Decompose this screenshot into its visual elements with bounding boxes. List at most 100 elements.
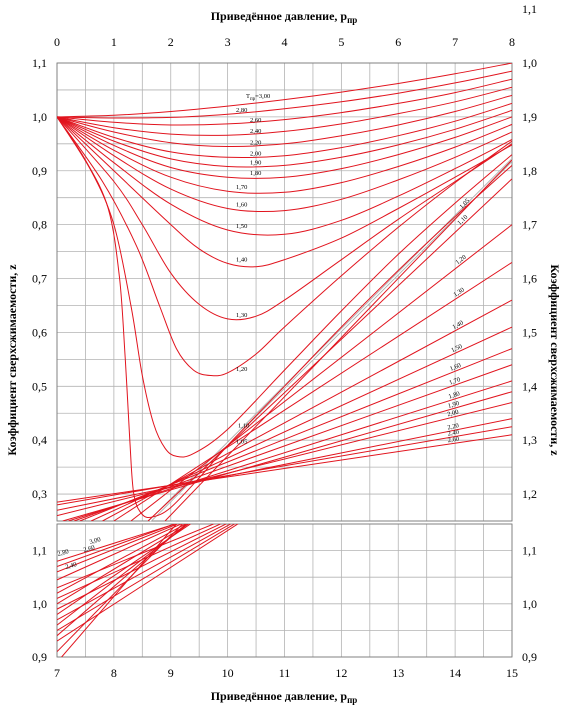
line-tr-1-40 <box>57 524 187 637</box>
curve-label: 2,80 <box>236 107 247 114</box>
curve-label: 1,80 <box>250 170 261 177</box>
bottom-x-tick: 8 <box>111 666 117 680</box>
line-tr-2-20 <box>57 418 512 511</box>
curve-tr-2-40 <box>57 86 512 136</box>
left-y-tick: 0,3 <box>32 487 47 501</box>
left-y-tick: 0,5 <box>32 379 47 393</box>
curve-label: 1,05 <box>458 197 471 210</box>
left-y-tick: 0,7 <box>32 272 47 286</box>
line-tr-1-90 <box>62 391 512 521</box>
curve-tr-1-30 <box>57 116 512 321</box>
curve-label: 1,05 <box>236 439 247 446</box>
left-y-tick: 0,6 <box>32 325 47 339</box>
curve-tr-1-10 <box>57 116 512 458</box>
curve-label: 1,30 <box>236 312 247 319</box>
fan-line <box>57 524 222 599</box>
fan-line <box>57 524 236 631</box>
curve-label: 1,60 <box>236 201 247 208</box>
line-tr-2-20 <box>57 524 187 594</box>
right-y-tick: 1,1 <box>522 2 537 16</box>
right-y-tick: 1,0 <box>522 56 537 70</box>
curve-label: 2,20 <box>447 422 460 431</box>
curve-tr-1-20 <box>57 116 512 377</box>
bottom-x-tick: 9 <box>168 666 174 680</box>
bottom-x-tick: 13 <box>392 666 404 680</box>
top-x-tick: 7 <box>452 35 458 49</box>
line-tr-1-30 <box>113 261 512 521</box>
curve-labels: 2,802,602,402,202,001,901,801,701,601,50… <box>57 107 472 571</box>
bottom-x-tick: 14 <box>449 666 461 680</box>
curve-label: 1,50 <box>450 343 463 354</box>
curve-label: 1,20 <box>454 254 467 267</box>
lower-curve-label: 2,60 <box>83 544 96 554</box>
left-y-tick: 1,1 <box>32 544 47 558</box>
top-x-tick: 6 <box>395 35 401 49</box>
bottom-x-tick: 15 <box>506 666 518 680</box>
lower-curve-label: 3,00 <box>89 536 102 546</box>
line-tr-2-80 <box>57 524 176 568</box>
right-y-tick: 1,3 <box>522 433 537 447</box>
bottom-axis-title: Приведённое давление, pпр <box>211 689 358 705</box>
curve-tr-2-00 <box>57 102 512 159</box>
top-x-tick: 1 <box>111 35 117 49</box>
curve-label: 1,40 <box>236 256 247 263</box>
line-tr-2-40 <box>57 524 183 581</box>
curve-tr-1-50 <box>57 116 512 236</box>
right-y-tick: 1,9 <box>522 110 537 124</box>
curve-label: 1,40 <box>451 319 464 331</box>
right-y-tick: 1,5 <box>522 325 537 339</box>
curve-tr-1-80 <box>57 116 512 179</box>
left-y-tick: 1,0 <box>32 110 47 124</box>
right-y-tick: 1,4 <box>522 379 537 393</box>
curve-label: 1,80 <box>448 390 461 400</box>
tr-label: Tпр=3,00 <box>246 93 270 102</box>
top-x-tick: 3 <box>225 35 231 49</box>
line-tr-1-05 <box>164 159 512 521</box>
left-y-tick: 0,9 <box>32 650 47 664</box>
lower-curve-label: 2,80 <box>57 548 70 558</box>
upper-panel-curves <box>57 63 512 521</box>
lower-curve-label: 2,40 <box>65 561 78 571</box>
line-tr-1-60 <box>57 524 189 626</box>
curve-label: 1,90 <box>250 159 261 166</box>
left-y-tick: 0,4 <box>32 433 47 447</box>
fan-line <box>57 524 239 642</box>
curve-label: 2,60 <box>447 436 459 445</box>
right-y-tick: 1,2 <box>522 487 537 501</box>
curve-label: 1,20 <box>236 366 247 373</box>
curve-label: 2,00 <box>250 150 261 157</box>
curve-label: 2,40 <box>447 429 459 438</box>
line-tr-1-70 <box>73 364 512 521</box>
bottom-x-tick: 7 <box>54 666 60 680</box>
curve-tr-1-90 <box>57 109 512 168</box>
lower-panel-curves <box>57 524 239 657</box>
left-axis-title: Коэффициент сверхсжимаемости, z <box>5 264 19 456</box>
bottom-x-tick: 11 <box>279 666 291 680</box>
fan-line <box>57 524 232 621</box>
curve-label: 1,70 <box>236 184 247 191</box>
top-x-tick: 8 <box>509 35 515 49</box>
curve-tr-1-05 <box>57 116 512 519</box>
curve-tr-2-20 <box>57 94 512 148</box>
curve-label: 1,90 <box>447 400 460 410</box>
top-x-tick: 4 <box>282 35 288 49</box>
curve-tr-1-60 <box>57 116 512 213</box>
fan-line <box>57 524 215 589</box>
curve-label: 1,50 <box>236 223 247 230</box>
bottom-x-tick: 10 <box>222 666 234 680</box>
line-tr-2-60 <box>57 434 512 503</box>
fan-line <box>57 524 228 610</box>
line-tr-2-40 <box>57 426 512 506</box>
right-y-tick: 1,0 <box>522 597 537 611</box>
right-y-tick: 0,9 <box>522 650 537 664</box>
tick-labels: 0 1 2 3 4 5 6 7 87 8 9 10 11 12 13 14 150,30,40,50,60,70… <box>32 2 537 680</box>
bottom-x-tick: 12 <box>335 666 347 680</box>
curve-label: 1,10 <box>238 422 249 429</box>
left-y-tick: 0,9 <box>32 164 47 178</box>
top-x-tick: 2 <box>168 35 174 49</box>
curve-label: 2,60 <box>250 117 261 124</box>
curve-tr-2-80 <box>57 70 512 119</box>
line-tr-1-10 <box>60 524 178 657</box>
left-y-tick: 0,8 <box>32 218 47 232</box>
curve-label: 2,20 <box>250 140 261 147</box>
